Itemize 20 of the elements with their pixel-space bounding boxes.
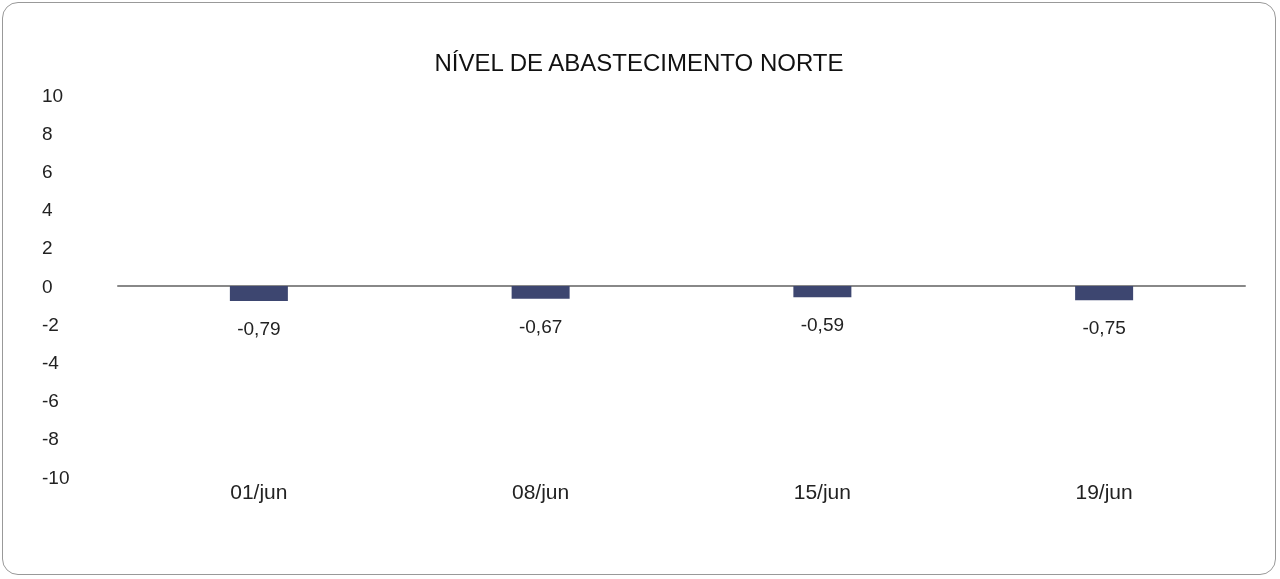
y-tick-label: 2 [42,237,53,259]
y-tick-label: 4 [42,199,53,221]
y-tick-label: 6 [42,160,53,182]
x-tick-label: 19/jun [1075,480,1133,503]
chart-title: NÍVEL DE ABASTECIMENTO NORTE [434,48,844,76]
y-tick-label: -10 [42,466,70,488]
y-tick-label: 10 [42,84,64,106]
y-tick-label: 0 [42,275,53,297]
data-label: -0,67 [518,315,563,337]
y-tick-label: -2 [42,313,59,335]
y-tick-label: -6 [42,390,59,412]
x-tick-label: 08/jun [512,480,570,503]
y-tick-label: 8 [42,122,53,144]
x-tick-label: 01/jun [230,480,288,503]
data-label: -0,59 [800,314,845,336]
y-tick-label: -8 [42,428,59,450]
x-tick-label: 15/jun [793,480,851,503]
y-tick-label: -4 [42,351,60,373]
data-label: -0,79 [237,318,281,340]
data-label: -0,75 [1082,317,1126,339]
